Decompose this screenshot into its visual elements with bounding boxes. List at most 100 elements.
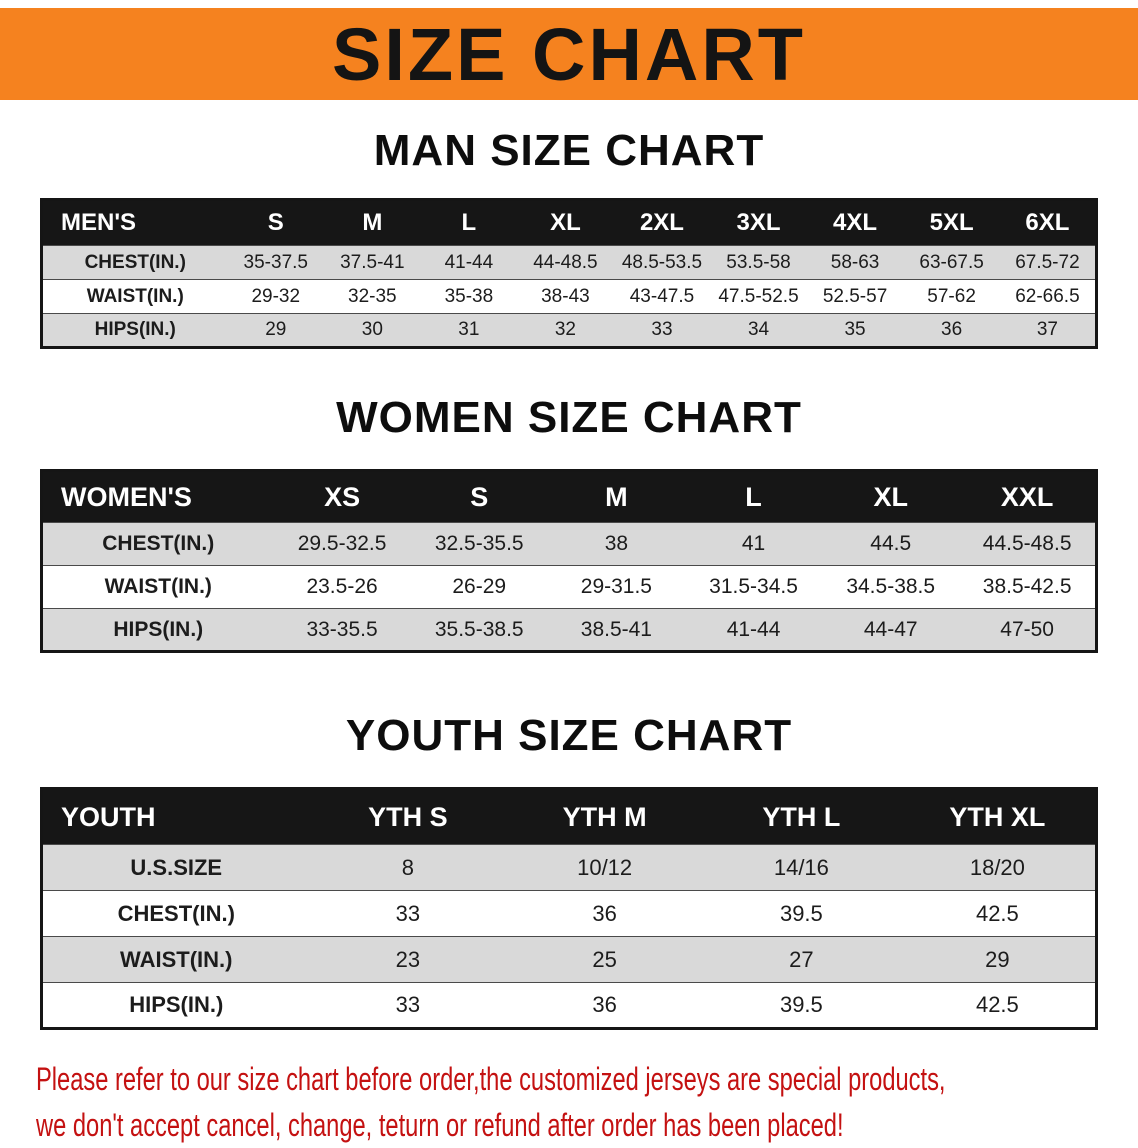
table-cell: 57-62 — [903, 279, 1000, 314]
table-cell: 48.5-53.5 — [613, 245, 711, 280]
table-cell: 30 — [324, 313, 421, 348]
youth-size-section: YOUTH SIZE CHART YOUTH YTH S YTH M YTH L… — [0, 711, 1138, 1030]
row-label: CHEST(IN.) — [41, 245, 228, 280]
table-cell: 35-37.5 — [227, 245, 325, 280]
table-cell: 67.5-72 — [999, 245, 1097, 280]
table-cell: 32.5-35.5 — [410, 522, 548, 566]
table-cell: 41-44 — [684, 608, 823, 652]
men-section-heading: MAN SIZE CHART — [373, 126, 765, 175]
table-cell: 47-50 — [959, 608, 1097, 652]
women-size-table: WOMEN'S XS S M L XL XXL CHEST(IN.) 29.5-… — [40, 469, 1098, 653]
men-header-row: MEN'S S M L XL 2XL 3XL 4XL 5XL 6XL — [41, 199, 1097, 246]
women-size-section: WOMEN SIZE CHART WOMEN'S XS S M L XL XXL… — [0, 393, 1138, 653]
row-label: CHEST(IN.) — [41, 890, 310, 937]
size-column-header: YTH S — [309, 788, 507, 845]
size-column-header: S — [410, 470, 548, 523]
table-cell: 33 — [613, 313, 711, 348]
table-cell: 35 — [806, 313, 904, 348]
row-label: HIPS(IN.) — [41, 608, 274, 652]
size-column-header: XL — [822, 470, 960, 523]
row-label: WAIST(IN.) — [41, 936, 310, 983]
men-table-title: MEN'S — [41, 199, 228, 246]
row-label: U.S.SIZE — [41, 844, 310, 891]
table-cell: 34.5-38.5 — [822, 565, 960, 609]
table-cell: 62-66.5 — [999, 279, 1097, 314]
table-cell: 43-47.5 — [613, 279, 711, 314]
size-column-header: 4XL — [806, 199, 904, 246]
size-column-header: YTH M — [506, 788, 703, 845]
table-cell: 37.5-41 — [324, 245, 421, 280]
size-column-header: XL — [517, 199, 614, 246]
table-cell: 44.5 — [822, 522, 960, 566]
women-section-heading: WOMEN SIZE CHART — [336, 393, 802, 442]
table-cell: 39.5 — [703, 982, 900, 1029]
size-column-header: XXL — [959, 470, 1097, 523]
disclaimer: Please refer to our size chart before or… — [36, 1056, 1138, 1148]
table-cell: 41-44 — [420, 245, 518, 280]
table-cell: 32 — [517, 313, 614, 348]
size-column-header: YTH XL — [899, 788, 1097, 845]
row-label: CHEST(IN.) — [41, 522, 274, 566]
table-cell: 33 — [309, 982, 507, 1029]
table-cell: 53.5-58 — [710, 245, 807, 280]
size-column-header: M — [324, 199, 421, 246]
table-row: HIPS(IN.) 29 30 31 32 33 34 35 36 37 — [41, 313, 1097, 348]
table-cell: 29-31.5 — [547, 565, 685, 609]
table-cell: 34 — [710, 313, 807, 348]
size-column-header: L — [420, 199, 518, 246]
table-cell: 44-48.5 — [517, 245, 614, 280]
table-cell: 35-38 — [420, 279, 518, 314]
table-cell: 38-43 — [517, 279, 614, 314]
table-cell: 63-67.5 — [903, 245, 1000, 280]
table-cell: 29 — [899, 936, 1097, 983]
men-size-section: MAN SIZE CHART MEN'S S M L XL 2XL 3XL 4X… — [0, 126, 1138, 349]
table-cell: 58-63 — [806, 245, 904, 280]
youth-header-row: YOUTH YTH S YTH M YTH L YTH XL — [41, 788, 1097, 845]
table-row: CHEST(IN.) 33 36 39.5 42.5 — [41, 890, 1097, 937]
table-cell: 32-35 — [324, 279, 421, 314]
youth-table-title: YOUTH — [41, 788, 310, 845]
table-cell: 29 — [227, 313, 325, 348]
table-cell: 26-29 — [410, 565, 548, 609]
size-column-header: M — [547, 470, 685, 523]
table-cell: 42.5 — [899, 982, 1097, 1029]
table-cell: 37 — [999, 313, 1097, 348]
size-column-header: 5XL — [903, 199, 1000, 246]
table-row: HIPS(IN.) 33-35.5 35.5-38.5 38.5-41 41-4… — [41, 608, 1097, 652]
table-cell: 31 — [420, 313, 518, 348]
women-header-row: WOMEN'S XS S M L XL XXL — [41, 470, 1097, 523]
size-column-header: XS — [273, 470, 411, 523]
size-column-header: 3XL — [710, 199, 807, 246]
disclaimer-line-1: Please refer to our size chart before or… — [36, 1061, 946, 1097]
table-cell: 29-32 — [227, 279, 325, 314]
row-label: HIPS(IN.) — [41, 313, 228, 348]
table-cell: 42.5 — [899, 890, 1097, 937]
table-cell: 41 — [684, 522, 823, 566]
table-cell: 36 — [506, 890, 703, 937]
table-cell: 38.5-42.5 — [959, 565, 1097, 609]
youth-size-table: YOUTH YTH S YTH M YTH L YTH XL U.S.SIZE … — [40, 787, 1098, 1030]
size-column-header: 6XL — [999, 199, 1097, 246]
table-cell: 39.5 — [703, 890, 900, 937]
table-cell: 47.5-52.5 — [710, 279, 807, 314]
table-cell: 25 — [506, 936, 703, 983]
table-cell: 18/20 — [899, 844, 1097, 891]
table-cell: 38.5-41 — [547, 608, 685, 652]
table-row: CHEST(IN.) 29.5-32.5 32.5-35.5 38 41 44.… — [41, 522, 1097, 566]
table-cell: 44-47 — [822, 608, 960, 652]
row-label: WAIST(IN.) — [41, 279, 228, 314]
size-column-header: L — [684, 470, 823, 523]
table-cell: 38 — [547, 522, 685, 566]
table-cell: 8 — [309, 844, 507, 891]
table-cell: 10/12 — [506, 844, 703, 891]
table-row: CHEST(IN.) 35-37.5 37.5-41 41-44 44-48.5… — [41, 245, 1097, 280]
table-cell: 23.5-26 — [273, 565, 411, 609]
table-cell: 31.5-34.5 — [684, 565, 823, 609]
table-cell: 23 — [309, 936, 507, 983]
table-cell: 44.5-48.5 — [959, 522, 1097, 566]
row-label: HIPS(IN.) — [41, 982, 310, 1029]
women-table-title: WOMEN'S — [41, 470, 274, 523]
table-cell: 35.5-38.5 — [410, 608, 548, 652]
table-cell: 27 — [703, 936, 900, 983]
table-cell: 33-35.5 — [273, 608, 411, 652]
